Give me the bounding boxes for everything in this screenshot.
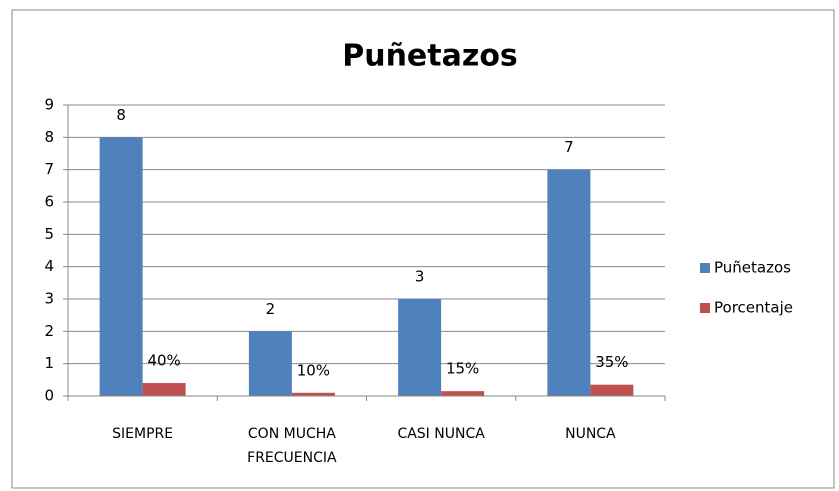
bar	[142, 383, 186, 396]
legend-label: Porcentaje	[714, 299, 793, 317]
chart-title: Puñetazos	[342, 39, 518, 74]
y-tick-label: 3	[44, 290, 54, 308]
legend-label: Puñetazos	[714, 259, 791, 277]
y-tick-label: 7	[44, 160, 54, 178]
bar	[99, 137, 143, 397]
data-label: 2	[266, 300, 276, 318]
bar	[590, 384, 634, 396]
bar	[291, 392, 335, 396]
data-label: 40%	[147, 352, 180, 370]
legend-swatch	[700, 263, 710, 273]
x-tick-label: NUNCA	[565, 426, 616, 442]
y-tick-label: 5	[44, 225, 54, 243]
data-label: 35%	[595, 353, 628, 371]
y-tick-label: 9	[44, 96, 54, 114]
y-tick-label: 0	[44, 387, 54, 405]
y-tick-label: 1	[44, 354, 54, 372]
data-label: 10%	[297, 361, 330, 379]
chart-frame	[11, 9, 835, 489]
bar	[248, 331, 292, 396]
y-tick-label: 2	[44, 322, 54, 340]
y-tick-label: 6	[44, 193, 54, 211]
bar	[441, 391, 485, 396]
x-tick-label: CON MUCHA FRECUENCIA	[247, 426, 337, 466]
bar	[398, 299, 442, 396]
legend-swatch	[700, 303, 710, 313]
data-label: 15%	[446, 360, 479, 378]
data-label: 8	[116, 106, 126, 124]
data-label: 3	[415, 268, 425, 286]
x-tick-label: CASI NUNCA	[397, 426, 485, 442]
bar	[547, 169, 591, 396]
data-label: 7	[564, 138, 574, 156]
y-tick-label: 4	[44, 257, 54, 275]
y-tick-label: 8	[44, 128, 54, 146]
x-tick-label: SIEMPRE	[112, 426, 174, 442]
